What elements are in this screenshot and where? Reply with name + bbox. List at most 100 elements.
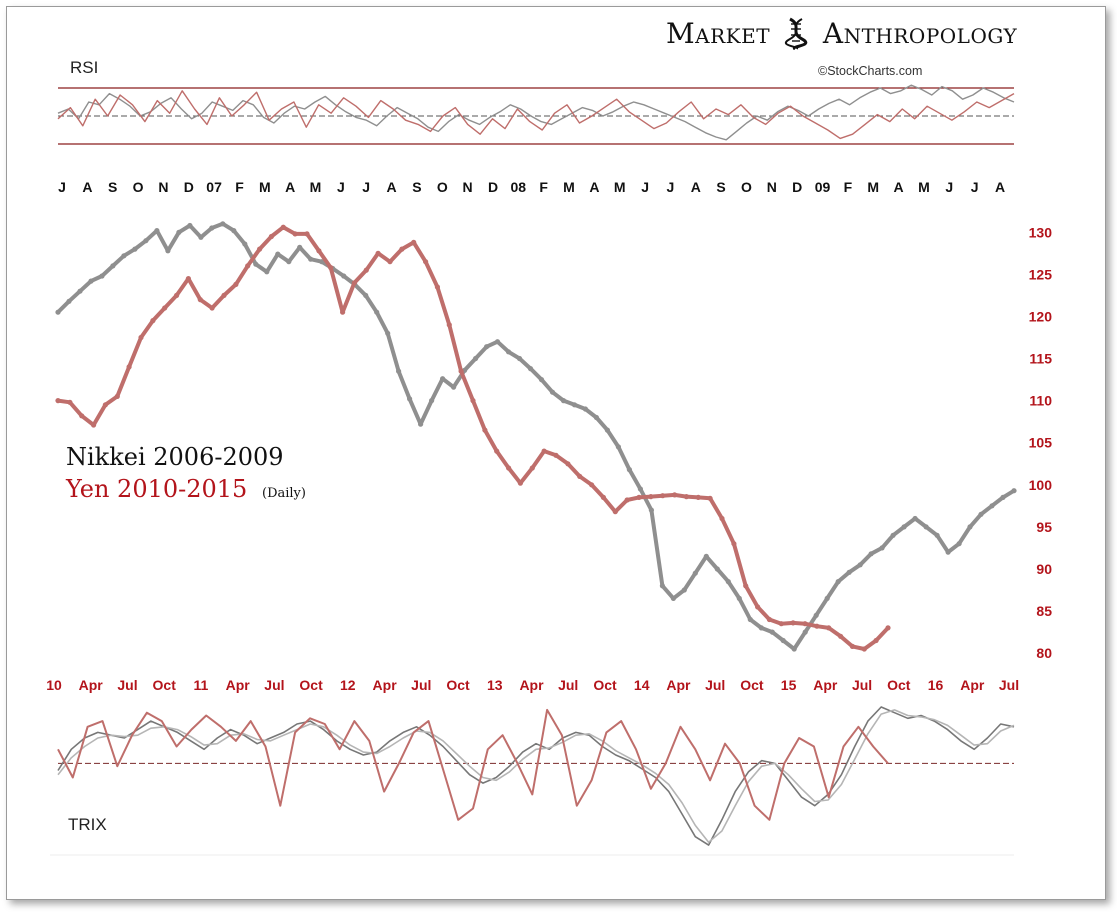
price-y-tick-1: 85 xyxy=(1036,603,1052,619)
nikkei-point-55 xyxy=(659,583,666,589)
nikkei-point-70 xyxy=(824,595,830,602)
yen-point-1 xyxy=(67,399,73,405)
yen-point-15 xyxy=(233,281,239,287)
nikkei-point-49 xyxy=(593,414,600,421)
nikkei-point-26 xyxy=(341,273,347,279)
nikkei-point-24 xyxy=(319,259,325,265)
rsi-x-tick-4: N xyxy=(158,179,168,195)
nikkei-point-16 xyxy=(231,228,237,234)
yen-point-47 xyxy=(612,509,618,515)
price-y-tick-7: 115 xyxy=(1029,351,1052,367)
yen-point-70 xyxy=(885,625,891,631)
price-x-tick-22: Jul xyxy=(852,677,872,693)
price-x-tick-16: 14 xyxy=(634,677,650,693)
nikkei-point-56 xyxy=(670,595,677,602)
rsi-x-tick-10: M xyxy=(310,179,322,195)
yen-point-52 xyxy=(672,492,678,498)
nikkei-point-75 xyxy=(879,545,885,551)
yen-point-59 xyxy=(755,604,761,610)
legend-nikkei: Nikkei 2006-2009 xyxy=(66,443,284,471)
rsi-line-yen xyxy=(57,90,1015,140)
price-x-tick-23: Oct xyxy=(887,677,911,693)
rsi-x-tick-24: J xyxy=(667,179,675,195)
yen-point-57 xyxy=(731,541,737,547)
nikkei-point-53 xyxy=(637,486,644,492)
yen-point-13 xyxy=(209,305,215,311)
yen-point-16 xyxy=(245,263,251,269)
nikkei-point-9 xyxy=(154,228,160,234)
price-panel: 80 85 90 95 100 105 110 115 120 125 130 10 Apr Jul Oct… xyxy=(46,221,1052,693)
yen-point-35 xyxy=(470,398,476,404)
yen-point-65 xyxy=(826,625,832,631)
trix-title: TRIX xyxy=(68,815,107,834)
trix-line-yen xyxy=(57,708,889,821)
yen-point-17 xyxy=(257,246,263,252)
yen-point-34 xyxy=(458,368,464,374)
price-x-tick-21: Apr xyxy=(813,677,838,693)
rsi-x-tick-35: J xyxy=(945,179,953,195)
legend-yen-suffix: (Daily) xyxy=(262,486,306,501)
nikkei-point-57 xyxy=(681,587,687,593)
yen-point-21 xyxy=(304,231,310,237)
price-x-tick-10: Jul xyxy=(411,677,431,693)
nikkei-point-78 xyxy=(912,515,918,522)
nikkei-point-81 xyxy=(945,549,951,555)
nikkei-point-31 xyxy=(396,368,402,374)
trix-line-nikkei xyxy=(57,706,1015,846)
legend-yen: Yen 2010-2015 xyxy=(65,475,247,503)
nikkei-point-77 xyxy=(901,524,907,530)
nikkei-point-62 xyxy=(736,595,742,602)
rsi-x-tick-3: O xyxy=(133,179,144,195)
rsi-x-tick-7: F xyxy=(235,179,244,195)
nikkei-point-61 xyxy=(725,579,731,585)
yen-price-line xyxy=(57,225,890,651)
yen-point-66 xyxy=(838,633,844,639)
nikkei-point-10 xyxy=(165,248,171,254)
yen-point-27 xyxy=(375,250,381,256)
nikkei-point-41 xyxy=(505,349,512,355)
nikkei-point-33 xyxy=(418,421,424,427)
yen-point-24 xyxy=(340,309,346,315)
rsi-x-tick-16: N xyxy=(463,179,473,195)
rsi-x-tick-19: F xyxy=(539,179,548,195)
nikkei-point-59 xyxy=(703,553,709,560)
nikkei-point-79 xyxy=(923,524,929,530)
price-x-tick-19: Oct xyxy=(740,677,764,693)
price-x-tick-13: Apr xyxy=(519,677,544,693)
nikkei-point-3 xyxy=(88,278,94,284)
price-y-tick-8: 120 xyxy=(1029,308,1053,324)
nikkei-point-60 xyxy=(714,566,720,572)
nikkei-point-71 xyxy=(835,579,841,585)
yen-point-31 xyxy=(423,259,429,265)
rsi-x-tick-33: A xyxy=(894,179,904,195)
yen-point-33 xyxy=(446,322,452,328)
yen-point-22 xyxy=(316,248,322,254)
nikkei-point-50 xyxy=(604,427,611,433)
yen-point-58 xyxy=(743,583,749,589)
yen-point-36 xyxy=(482,427,488,433)
nikkei-point-34 xyxy=(429,398,435,404)
nikkei-point-76 xyxy=(890,532,896,538)
yen-point-56 xyxy=(719,515,725,522)
yen-point-51 xyxy=(660,493,666,499)
yen-point-55 xyxy=(707,495,713,501)
yen-point-67 xyxy=(849,643,856,650)
nikkei-point-42 xyxy=(516,355,523,362)
nikkei-point-66 xyxy=(780,637,786,644)
yen-point-69 xyxy=(873,637,879,644)
rsi-x-tick-5: D xyxy=(184,179,194,195)
rsi-x-tick-8: M xyxy=(259,179,271,195)
price-y-tick-3: 95 xyxy=(1036,519,1052,535)
yen-point-12 xyxy=(197,297,203,303)
yen-point-53 xyxy=(683,494,690,500)
nikkei-point-40 xyxy=(494,339,501,345)
rsi-x-tick-11: J xyxy=(337,179,345,195)
nikkei-point-32 xyxy=(407,396,413,402)
rsi-x-tick-29: D xyxy=(792,179,802,195)
nikkei-point-4 xyxy=(99,273,105,279)
price-x-tick-5: Apr xyxy=(226,677,251,693)
yen-point-14 xyxy=(221,292,227,298)
yen-point-40 xyxy=(529,465,535,471)
nikkei-point-68 xyxy=(802,629,808,635)
